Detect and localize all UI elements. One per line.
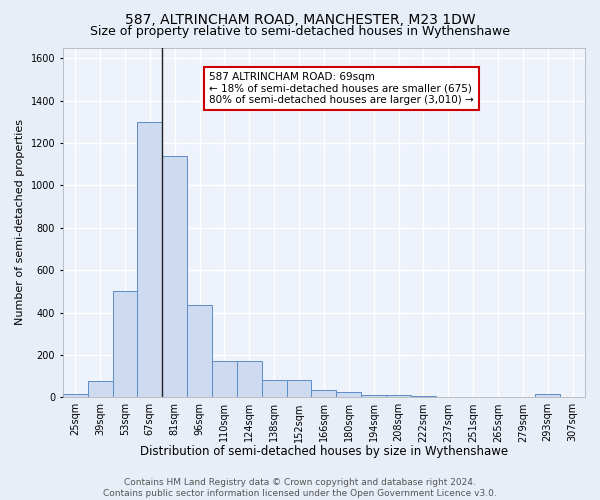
Text: Contains HM Land Registry data © Crown copyright and database right 2024.
Contai: Contains HM Land Registry data © Crown c… bbox=[103, 478, 497, 498]
Bar bbox=[162, 156, 187, 398]
Bar bbox=[63, 394, 88, 398]
Bar bbox=[535, 394, 560, 398]
X-axis label: Distribution of semi-detached houses by size in Wythenshawe: Distribution of semi-detached houses by … bbox=[140, 444, 508, 458]
Text: 587 ALTRINCHAM ROAD: 69sqm
← 18% of semi-detached houses are smaller (675)
80% o: 587 ALTRINCHAM ROAD: 69sqm ← 18% of semi… bbox=[209, 72, 474, 105]
Bar bbox=[287, 380, 311, 398]
Text: Size of property relative to semi-detached houses in Wythenshawe: Size of property relative to semi-detach… bbox=[90, 25, 510, 38]
Bar bbox=[137, 122, 162, 398]
Bar bbox=[237, 362, 262, 398]
Bar bbox=[361, 395, 386, 398]
Bar bbox=[311, 390, 337, 398]
Bar bbox=[113, 292, 137, 398]
Bar bbox=[386, 395, 411, 398]
Bar bbox=[88, 382, 113, 398]
Bar bbox=[262, 380, 287, 398]
Bar bbox=[411, 396, 436, 398]
Text: 587, ALTRINCHAM ROAD, MANCHESTER, M23 1DW: 587, ALTRINCHAM ROAD, MANCHESTER, M23 1D… bbox=[125, 12, 475, 26]
Bar bbox=[337, 392, 361, 398]
Bar bbox=[212, 362, 237, 398]
Y-axis label: Number of semi-detached properties: Number of semi-detached properties bbox=[15, 120, 25, 326]
Bar bbox=[187, 305, 212, 398]
